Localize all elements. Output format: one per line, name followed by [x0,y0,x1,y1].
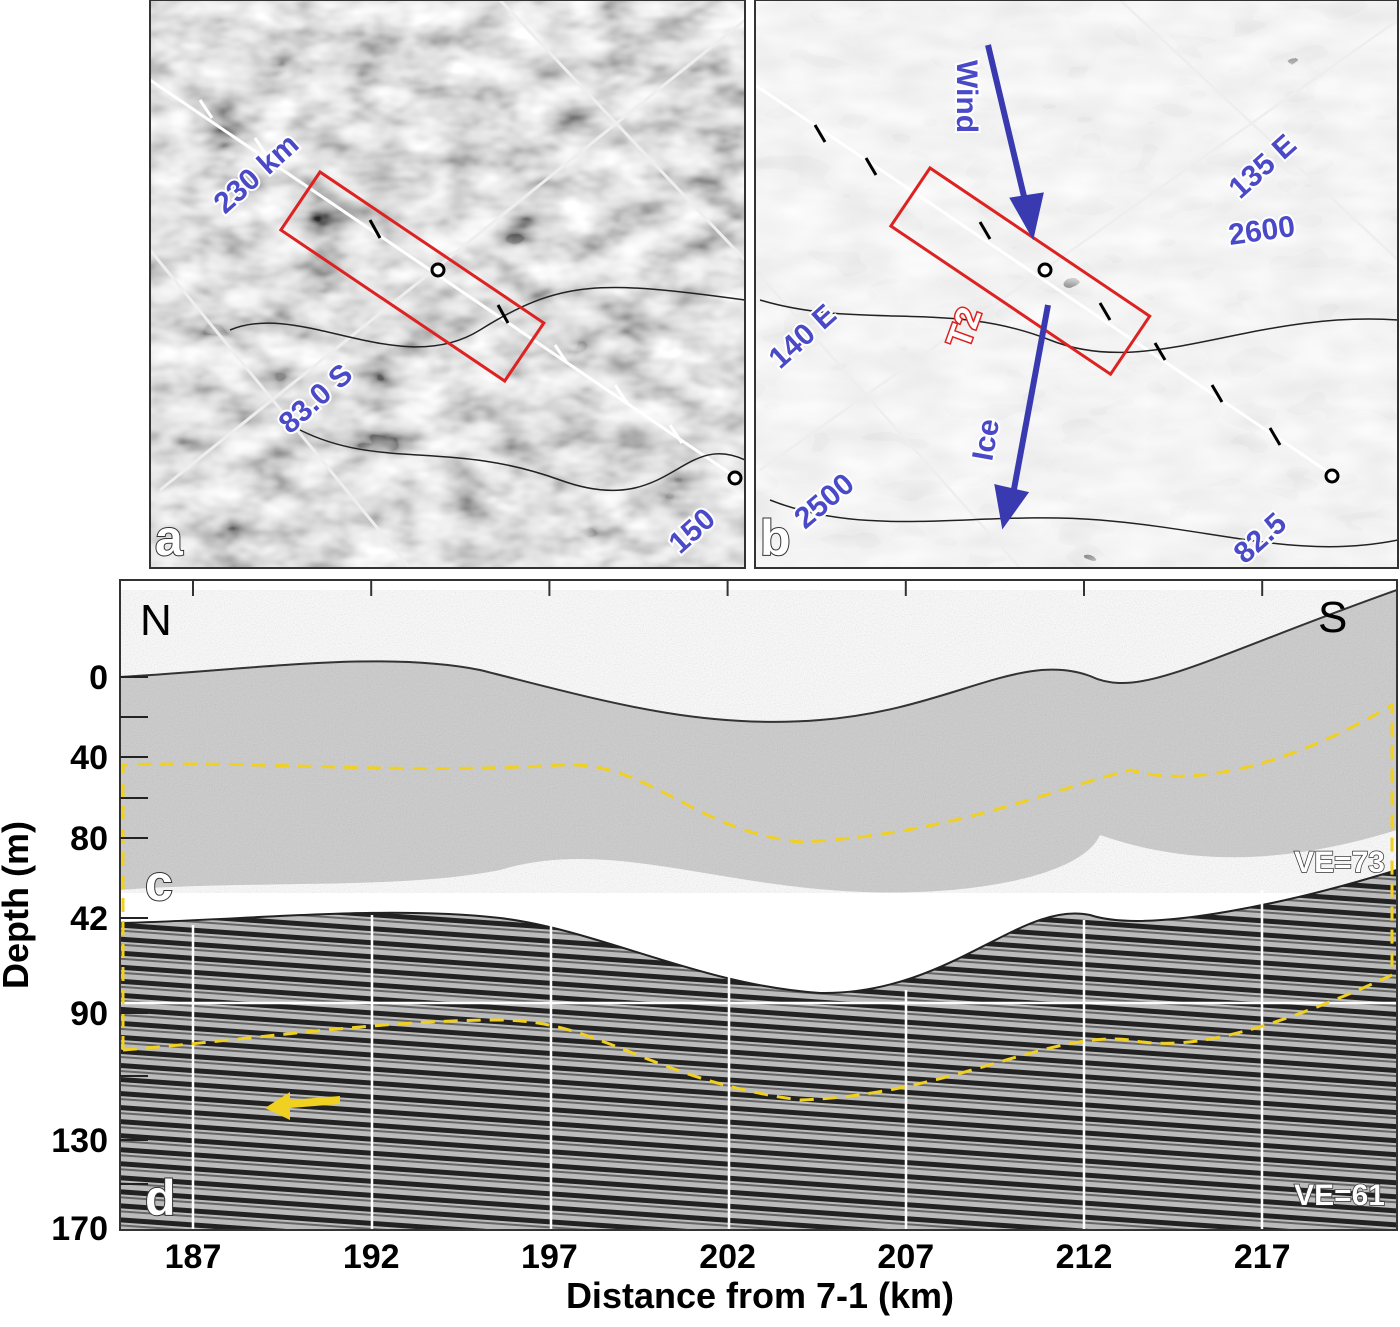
panel-letter: d [145,1170,176,1226]
y-tick-label: 170 [51,1210,108,1248]
y-tick-label: 90 [70,995,108,1033]
panel-letter: b [760,510,791,566]
x-tick-label: 207 [877,1238,934,1276]
panel-letter: c [145,855,173,911]
axes: 187 192 197 202 207 212 217 0 40 80 42 90 130 170 [51,580,1291,1276]
x-axis-title: Distance from 7-1 (km) [566,1275,954,1316]
ve-label: VE=61 [1294,1179,1385,1212]
transect-line [150,78,741,482]
ve-label: VE=73 [1294,846,1385,879]
north-label: N [140,596,172,645]
panel-b: Wind Ice T2 135 E 2600 140 E 2500 82.5 b [755,0,1398,568]
x-tick-label: 212 [1056,1238,1113,1276]
x-tick-label: 192 [343,1238,400,1276]
south-label: S [1318,593,1347,642]
yellow-horizon [121,702,1394,1102]
x-tick-label: 217 [1234,1238,1291,1276]
wind-label: Wind [950,60,983,133]
profile-frame [119,579,1398,1231]
t2-box [278,169,546,384]
grid-lines [150,0,745,568]
panel-letter: a [155,510,184,566]
contours [229,286,745,492]
panel-a: 230 km 83.0 S 150 a [150,0,745,568]
y-tick-label: 42 [70,900,108,938]
x-tick-label: 197 [521,1238,578,1276]
profile-d [120,870,1397,1230]
y-tick-label: 130 [51,1122,108,1160]
shaded-relief [150,0,745,568]
x-tick-label: 202 [699,1238,756,1276]
y-axis-title: Depth (m) [0,821,36,989]
profile-panel: N S c d VE=73 VE=61 [120,580,1397,1230]
y-tick-label: 0 [89,659,108,697]
x-tick-label: 187 [165,1238,222,1276]
y-tick-label: 40 [70,739,108,777]
y-tick-label: 80 [70,820,108,858]
